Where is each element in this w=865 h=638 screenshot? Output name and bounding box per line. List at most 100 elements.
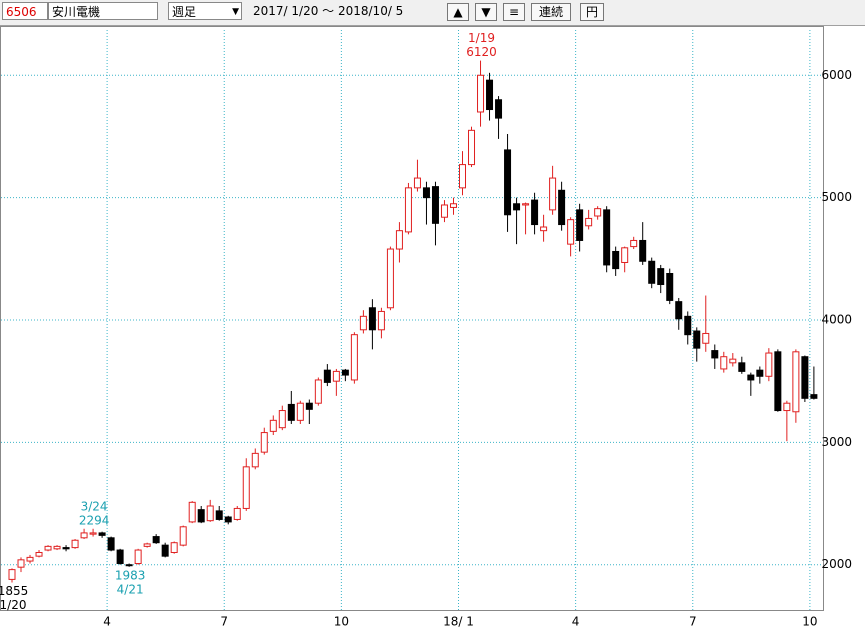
x-tick-label: 4 <box>572 615 580 629</box>
candle-body <box>26 556 34 562</box>
x-tick-label: 18/ 1 <box>443 615 474 629</box>
down-button[interactable]: ▼ <box>475 3 497 21</box>
candle-body <box>431 186 439 224</box>
continuous-button[interactable]: 連続 <box>531 3 571 21</box>
candle-body <box>684 315 692 336</box>
annotation: 1/20 <box>0 598 26 612</box>
y-tick-label: 5000 <box>821 190 852 204</box>
candle-body <box>495 99 503 119</box>
candle-body <box>459 164 466 189</box>
candle-body <box>206 505 214 522</box>
period-select[interactable]: 週足 ▼ <box>168 2 242 20</box>
candle-body <box>386 248 394 309</box>
candle-body <box>585 217 593 227</box>
candle-body <box>71 539 79 549</box>
candle-body <box>711 350 719 359</box>
candle-body <box>224 516 232 523</box>
candle-body <box>639 239 647 262</box>
candle-body <box>233 507 241 520</box>
candle-body <box>603 209 611 266</box>
period-text: 週足 <box>172 5 197 19</box>
candle-body <box>377 310 385 331</box>
annotation: 1/19 <box>468 31 495 45</box>
annotation: 1855 <box>0 584 28 598</box>
candle-body <box>89 532 97 535</box>
date-range: 2017/ 1/20 ～ 2018/10/ 5 <box>253 4 404 18</box>
chart: 2000 3000 4000 5000 6000 4 7 10 18/ 1 4 7 10 18551/2… <box>0 26 852 629</box>
candle-body <box>449 203 457 208</box>
candle-body <box>17 559 25 568</box>
candle-body <box>747 374 755 381</box>
candle-body <box>729 358 737 364</box>
candle-body <box>296 402 304 421</box>
x-tick-label: 10 <box>802 615 817 629</box>
candle-body <box>540 226 548 232</box>
candle-body <box>8 569 16 580</box>
candle-body <box>594 208 602 217</box>
dropdown-arrow: ▼ <box>232 7 239 17</box>
x-tick-label: 10 <box>334 615 349 629</box>
candle-body <box>720 356 728 370</box>
annotation: 6120 <box>466 45 497 59</box>
up-button[interactable]: ▲ <box>447 3 469 21</box>
candle-body <box>422 187 430 199</box>
candle-body <box>648 260 656 284</box>
candle-body <box>792 351 800 413</box>
candle-body <box>98 532 106 536</box>
x-tick-label: 4 <box>103 615 111 629</box>
annotation: 1983 <box>115 568 146 582</box>
candle-body <box>134 549 142 565</box>
candle-body <box>413 177 421 189</box>
code-field[interactable]: 6506 <box>2 2 48 20</box>
candle-body <box>666 273 674 301</box>
candle-body <box>486 79 494 111</box>
candle-body <box>305 402 313 410</box>
candle-body <box>531 199 539 226</box>
candle-body <box>468 129 476 166</box>
candle-body <box>179 526 187 546</box>
candle-body <box>612 250 620 270</box>
name-field[interactable]: 安川電機 <box>48 2 158 20</box>
candle-body <box>702 332 710 344</box>
x-tick-label: 7 <box>689 615 697 629</box>
y-tick-label: 3000 <box>821 435 852 449</box>
candle-body <box>35 551 43 557</box>
candle-body <box>350 334 358 381</box>
candle-body <box>323 369 331 383</box>
candle-body <box>251 452 259 468</box>
candle-body <box>756 369 764 377</box>
candle-body <box>522 203 530 206</box>
annotation: 2294 <box>79 513 110 527</box>
candle-body <box>738 362 746 372</box>
candle-body <box>549 177 557 211</box>
candle-body <box>314 379 322 404</box>
candle-body <box>260 432 268 453</box>
candle-body <box>116 549 124 565</box>
candle-body <box>558 189 566 226</box>
candle-body <box>269 419 277 432</box>
candle-body <box>621 247 629 263</box>
plot-frame <box>0 26 824 611</box>
candle-body <box>576 209 584 241</box>
candle-body <box>693 330 701 349</box>
candle-body <box>675 301 683 320</box>
candle-body <box>152 536 160 544</box>
yen-button[interactable]: 円 <box>580 3 604 21</box>
candle-body <box>765 352 773 377</box>
candle-body <box>504 149 512 216</box>
candle-body <box>395 230 403 250</box>
candle-body <box>801 356 809 399</box>
candle-body <box>477 74 485 113</box>
candle-body <box>332 370 340 382</box>
candle-body <box>630 239 638 248</box>
candle-body <box>774 351 782 412</box>
y-tick-label: 2000 <box>821 557 852 571</box>
candle-body <box>215 510 223 520</box>
candle-body <box>513 203 521 211</box>
candle-body <box>810 394 818 399</box>
candle-body <box>44 545 52 551</box>
candle-body <box>80 532 88 539</box>
toolbar: 6506 安川電機 週足 ▼ 2017/ 1/20 ～ 2018/10/ 5 ▲ … <box>0 0 865 26</box>
menu-button[interactable]: ≡ <box>503 3 525 21</box>
